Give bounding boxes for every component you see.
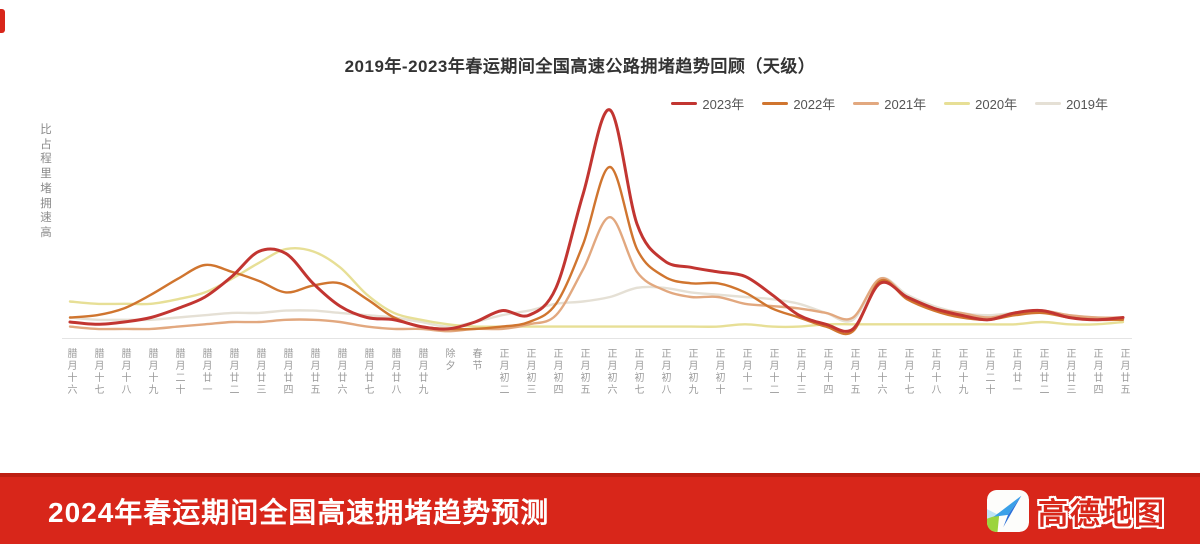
corner-accent-bar [0,9,5,33]
x-axis-label: 腊月廿二 [227,348,238,396]
x-axis-label: 正月廿一 [1010,348,1021,396]
series-line-2023年 [68,108,1125,333]
x-axis-label: 除夕 [443,348,454,372]
legend-swatch [944,102,971,105]
line-chart-svg [62,108,1132,339]
x-axis-label: 正月十七 [902,348,913,396]
x-axis-label: 腊月廿八 [389,348,400,396]
x-axis-label: 腊月十九 [146,348,157,396]
legend: 2023年 2022年 2021年 2020年 2019年 [671,94,1108,113]
x-axis-label: 正月十九 [956,348,967,396]
legend-label: 2021年 [884,97,927,112]
legend-item-2021年[interactable]: 2021年 [853,94,926,113]
forecast-banner: 2024年春运期间全国高速拥堵趋势预测 高德地图 [0,473,1200,544]
legend-swatch [762,102,789,105]
series-line-2022年 [68,165,1125,336]
x-axis-label: 正月初六 [605,348,616,396]
x-axis-label: 腊月廿三 [254,348,265,396]
x-axis-label: 腊月十七 [92,348,103,396]
x-axis-label: 正月十一 [740,348,751,396]
legend-item-2019年[interactable]: 2019年 [1035,94,1108,113]
legend-swatch [853,102,880,105]
legend-label: 2023年 [702,97,745,112]
x-axis-label: 春节 [470,348,481,372]
legend-label: 2019年 [1066,97,1108,112]
banner-title: 2024年春运期间全国高速拥堵趋势预测 [48,496,550,528]
legend-label: 2020年 [975,97,1018,112]
x-axis-label: 正月十六 [875,348,886,396]
legend-item-2022年[interactable]: 2022年 [762,94,835,113]
x-axis-label: 腊月廿五 [308,348,319,396]
x-axis-label: 正月十五 [848,348,859,396]
legend-item-2023年[interactable]: 2023年 [671,94,744,113]
amap-paper-plane-icon [987,489,1029,532]
x-axis-label: 正月廿三 [1064,348,1075,396]
x-axis-label: 正月廿二 [1037,348,1048,396]
x-axis-label: 腊月廿六 [335,348,346,396]
x-axis-label: 正月初三 [524,348,535,396]
x-axis-label: 正月廿四 [1091,348,1102,396]
x-axis-label: 腊月十八 [119,348,130,396]
amap-logo-text: 高德地图 [1038,497,1166,531]
x-axis-label: 正月初九 [686,348,697,396]
series-group [68,108,1125,336]
series-line-2020年 [68,246,1125,329]
x-axis-label: 正月初五 [578,348,589,396]
x-axis-labels: 腊月十六 腊月十七 腊月十八 腊月十九 腊月二十 腊月廿一 腊月廿二 腊月廿三 腊月廿四 腊月廿五… [62,348,1132,410]
x-axis-label: 正月初二 [497,348,508,396]
x-axis-label: 正月十四 [821,348,832,396]
x-axis-label: 正月十八 [929,348,940,396]
x-axis-label: 腊月廿七 [362,348,373,396]
x-axis-label: 正月初八 [659,348,670,396]
x-axis-label: 腊月廿一 [200,348,211,396]
x-axis-label: 正月二十 [983,348,994,396]
x-axis-label: 正月十三 [794,348,805,396]
x-axis-label: 正月初七 [632,348,643,396]
amap-logo: 高德地图 [987,489,1166,533]
x-axis-label: 正月廿五 [1118,348,1129,396]
chart-title: 2019年-2023年春运期间全国高速公路拥堵趋势回顾（天级） [344,57,816,76]
legend-label: 2022年 [793,97,836,112]
legend-item-2020年[interactable]: 2020年 [944,94,1017,113]
legend-swatch [1035,102,1062,105]
x-axis-label: 腊月廿四 [281,348,292,396]
x-axis-label: 正月初十 [713,348,724,396]
x-axis-label: 腊月二十 [173,348,184,396]
x-axis-label: 腊月十六 [65,348,76,396]
legend-swatch [671,102,698,105]
x-axis-label: 正月十二 [767,348,778,396]
x-axis-label: 腊月廿九 [416,348,427,396]
y-axis-label: 比 占 程 里 堵 拥 速 高 [40,124,52,240]
x-axis-label: 正月初四 [551,348,562,396]
